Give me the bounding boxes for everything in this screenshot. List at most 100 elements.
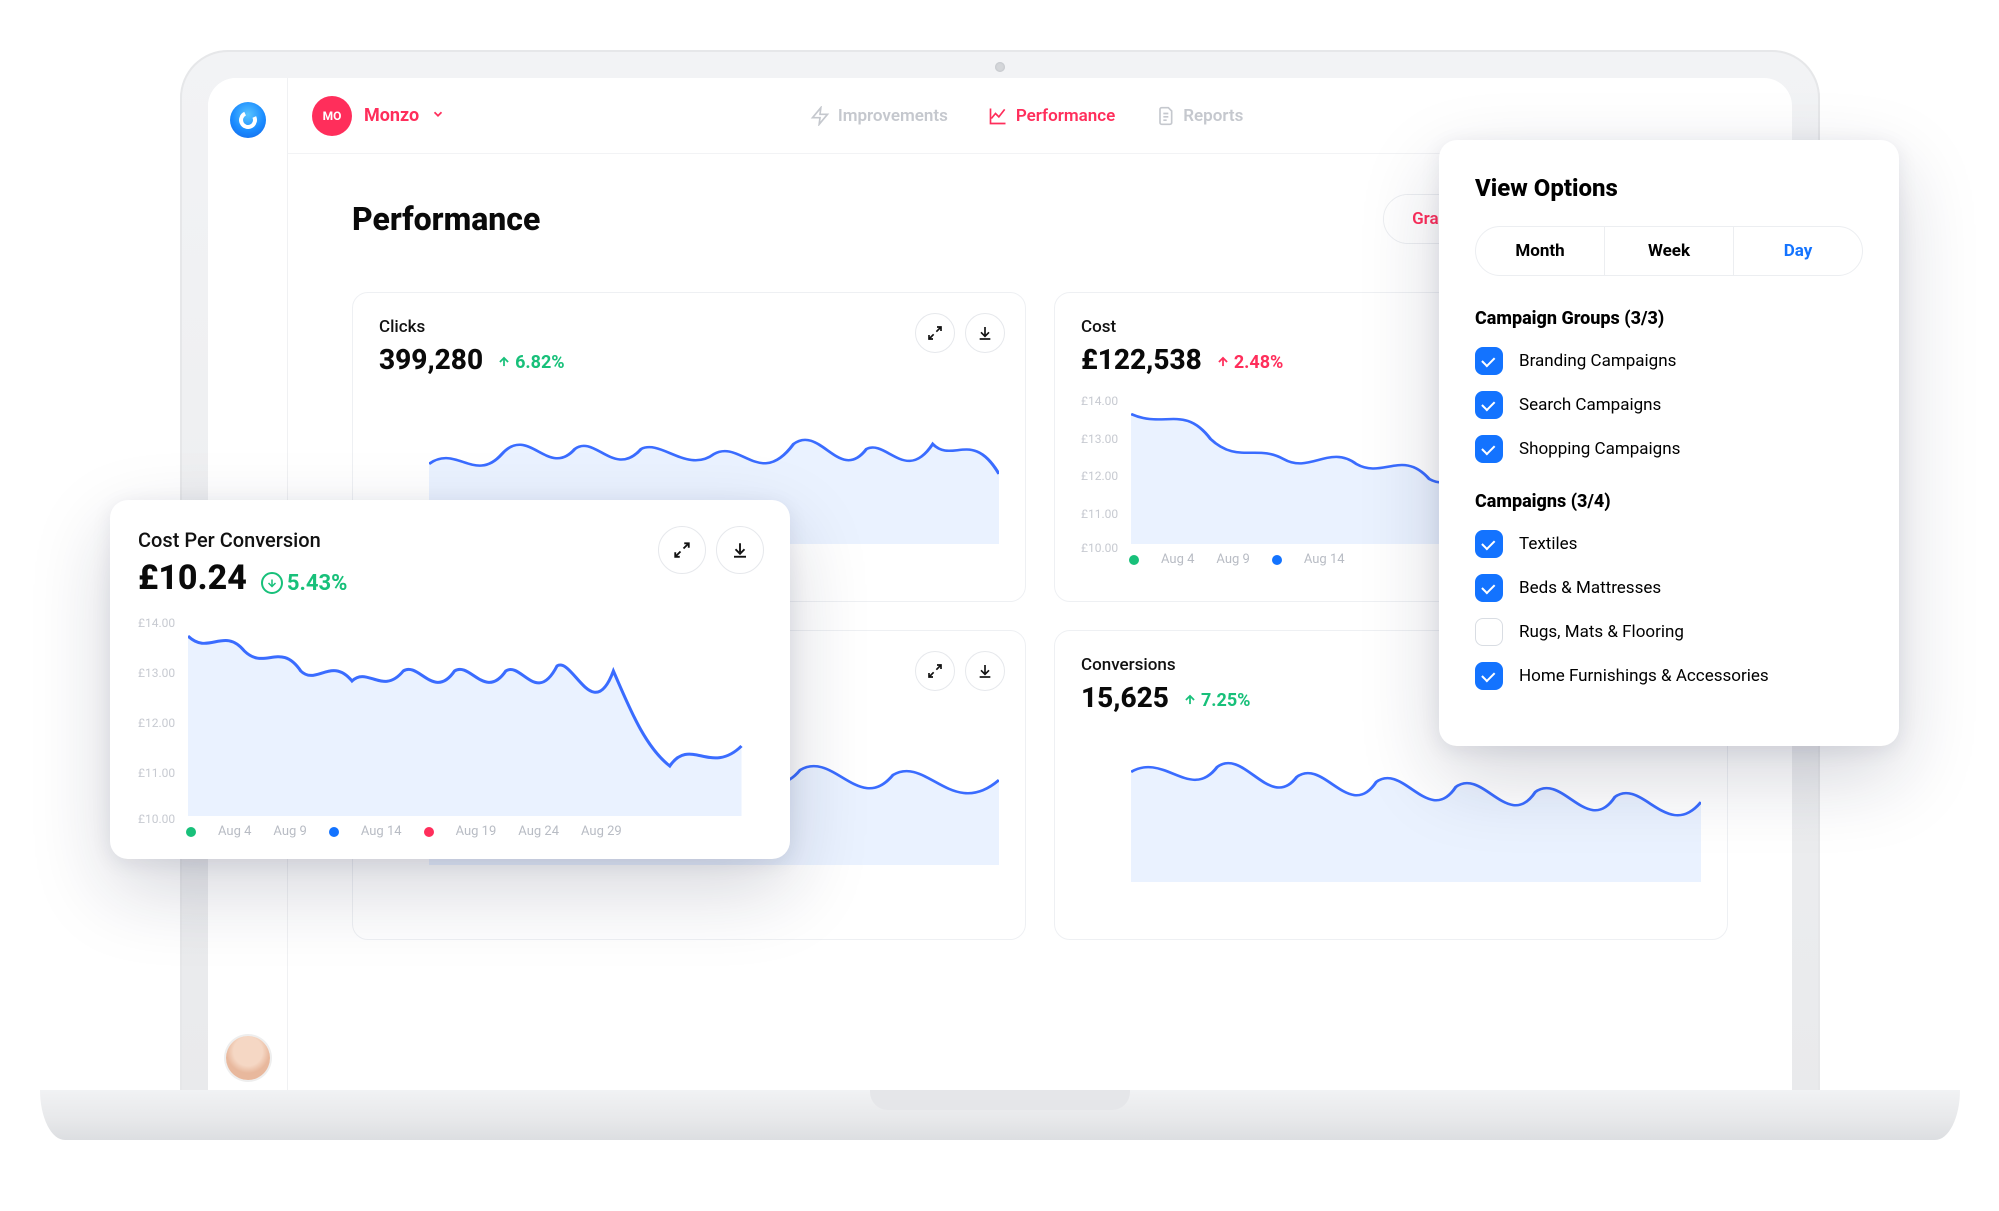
checkbox-icon[interactable]: [1475, 618, 1503, 646]
metric-delta: 6.82%: [497, 352, 565, 373]
chart-line-icon: [988, 106, 1008, 126]
card-cost-per-conversion: Cost Per Conversion £10.24 5.43% £14.00 …: [110, 500, 790, 859]
metric-delta: 7.25%: [1183, 690, 1251, 711]
group-option[interactable]: Search Campaigns: [1475, 391, 1863, 419]
metric-value: £10.24: [138, 558, 247, 598]
arrow-down-icon: [266, 577, 278, 589]
campaign-label: Home Furnishings & Accessories: [1519, 666, 1769, 686]
x-tick: Aug 14: [1304, 552, 1345, 567]
checkbox-icon[interactable]: [1475, 347, 1503, 375]
x-tick: Aug 29: [581, 824, 622, 839]
chevron-down-icon: [431, 106, 445, 125]
view-options-panel: View Options Month Week Day Campaign Gro…: [1439, 140, 1899, 746]
y-tick: £13.00: [138, 666, 175, 680]
legend-dot: [186, 827, 196, 837]
expand-icon: [673, 541, 691, 559]
x-tick: Aug 4: [218, 824, 251, 839]
nav-improvements[interactable]: Improvements: [810, 106, 948, 126]
download-icon: [977, 325, 993, 341]
download-icon: [731, 541, 749, 559]
campaigns-heading: Campaigns (3/4): [1475, 491, 1863, 512]
avatar[interactable]: [226, 1036, 270, 1080]
metric-delta: 5.43%: [261, 571, 348, 596]
delta-value: 2.48%: [1234, 352, 1284, 373]
page-title: Performance: [352, 200, 540, 238]
metric-value: 399,280: [379, 343, 483, 376]
x-tick: Aug 9: [273, 824, 306, 839]
org-switcher[interactable]: MO Monzo: [312, 96, 445, 136]
checkbox-icon[interactable]: [1475, 574, 1503, 602]
chart-cpc: £14.00 £13.00 £12.00 £11.00 £10.00: [138, 616, 762, 816]
campaign-label: Rugs, Mats & Flooring: [1519, 622, 1684, 642]
nav-reports[interactable]: Reports: [1155, 106, 1243, 126]
group-label: Shopping Campaigns: [1519, 439, 1680, 459]
delta-value: 5.43%: [287, 571, 348, 596]
campaign-option[interactable]: Beds & Mattresses: [1475, 574, 1863, 602]
group-label: Search Campaigns: [1519, 395, 1661, 415]
campaigns-list: Textiles Beds & Mattresses Rugs, Mats & Fl…: [1475, 530, 1863, 690]
arrow-up-icon: [1216, 355, 1230, 369]
groups-heading: Campaign Groups (3/3): [1475, 308, 1863, 329]
x-tick: Aug 24: [518, 824, 559, 839]
y-tick: £10.00: [138, 812, 175, 826]
legend-dot: [329, 827, 339, 837]
expand-icon: [927, 663, 943, 679]
checkbox-icon[interactable]: [1475, 530, 1503, 558]
expand-button[interactable]: [915, 313, 955, 353]
y-tick: £11.00: [138, 766, 175, 780]
checkbox-icon[interactable]: [1475, 391, 1503, 419]
checkbox-icon[interactable]: [1475, 435, 1503, 463]
x-tick: Aug 19: [456, 824, 497, 839]
period-month[interactable]: Month: [1476, 227, 1604, 275]
checkbox-icon[interactable]: [1475, 662, 1503, 690]
x-tick: Aug 14: [361, 824, 402, 839]
y-tick: £14.00: [1081, 394, 1118, 408]
group-option[interactable]: Shopping Campaigns: [1475, 435, 1863, 463]
campaign-option[interactable]: Rugs, Mats & Flooring: [1475, 618, 1863, 646]
delta-value: 7.25%: [1201, 690, 1251, 711]
campaign-option[interactable]: Home Furnishings & Accessories: [1475, 662, 1863, 690]
y-tick: £12.00: [1081, 469, 1118, 483]
x-axis: Aug 4 Aug 9 Aug 14 Aug 19 Aug 24 Aug 29: [138, 824, 762, 839]
legend-dot: [424, 827, 434, 837]
app-logo-icon[interactable]: [230, 102, 266, 138]
period-segmented: Month Week Day: [1475, 226, 1863, 276]
metric-label: Clicks: [379, 317, 999, 337]
campaign-option[interactable]: Textiles: [1475, 530, 1863, 558]
groups-list: Branding Campaigns Search Campaigns Shoppi…: [1475, 347, 1863, 463]
lightning-icon: [810, 106, 830, 126]
nav-performance[interactable]: Performance: [988, 106, 1115, 126]
group-label: Branding Campaigns: [1519, 351, 1676, 371]
y-tick: £13.00: [1081, 432, 1118, 446]
metric-delta: 2.48%: [1216, 352, 1284, 373]
campaign-label: Textiles: [1519, 534, 1577, 554]
nav-label: Reports: [1183, 106, 1243, 126]
expand-button[interactable]: [915, 651, 955, 691]
chart-conversions: [1081, 732, 1701, 882]
download-button[interactable]: [965, 313, 1005, 353]
nav-label: Performance: [1016, 106, 1115, 126]
expand-button[interactable]: [658, 526, 706, 574]
nav-label: Improvements: [838, 106, 948, 126]
y-tick: £12.00: [138, 716, 175, 730]
panel-title: View Options: [1475, 174, 1863, 202]
laptop-notch: [870, 1090, 1130, 1110]
org-name: Monzo: [364, 105, 419, 126]
group-option[interactable]: Branding Campaigns: [1475, 347, 1863, 375]
download-button[interactable]: [716, 526, 764, 574]
x-tick: Aug 9: [1216, 552, 1249, 567]
y-tick: £10.00: [1081, 541, 1118, 555]
legend-dot: [1272, 555, 1282, 565]
campaign-label: Beds & Mattresses: [1519, 578, 1661, 598]
arrow-up-icon: [497, 355, 511, 369]
legend-dot: [1129, 555, 1139, 565]
period-day[interactable]: Day: [1733, 227, 1862, 275]
document-icon: [1155, 106, 1175, 126]
y-tick: £11.00: [1081, 507, 1118, 521]
download-button[interactable]: [965, 651, 1005, 691]
period-week[interactable]: Week: [1604, 227, 1733, 275]
delta-value: 6.82%: [515, 352, 565, 373]
metric-value: £122,538: [1081, 343, 1202, 376]
top-nav: Improvements Performance Reports: [810, 106, 1244, 126]
x-tick: Aug 4: [1161, 552, 1194, 567]
